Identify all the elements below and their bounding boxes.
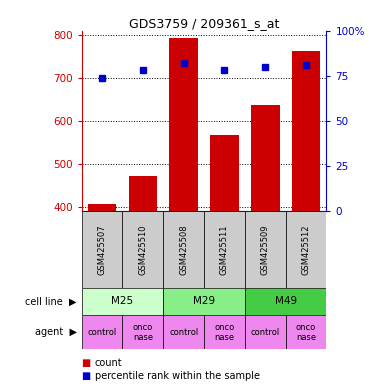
Bar	[292, 51, 321, 211]
Bar	[122, 211, 163, 288]
Bar	[88, 204, 116, 211]
Bar	[82, 288, 163, 315]
Text: onco
nase: onco nase	[214, 323, 234, 341]
Text: GSM425508: GSM425508	[179, 224, 188, 275]
Text: cell line  ▶: cell line ▶	[25, 296, 77, 306]
Text: M29: M29	[193, 296, 215, 306]
Bar	[163, 315, 204, 349]
Bar	[82, 315, 122, 349]
Text: control: control	[88, 328, 116, 337]
Bar	[210, 135, 239, 211]
Bar	[163, 211, 204, 288]
Bar	[169, 38, 198, 211]
Bar	[245, 288, 326, 315]
Text: control: control	[251, 328, 280, 337]
Bar	[245, 211, 286, 288]
Text: M49: M49	[275, 296, 297, 306]
Bar	[204, 315, 245, 349]
Bar	[204, 211, 245, 288]
Text: GSM425510: GSM425510	[138, 224, 147, 275]
Bar	[129, 176, 157, 211]
Bar	[286, 211, 326, 288]
Text: percentile rank within the sample: percentile rank within the sample	[95, 371, 260, 381]
Text: M25: M25	[111, 296, 134, 306]
Bar	[251, 104, 280, 211]
Text: agent  ▶: agent ▶	[35, 327, 77, 337]
Bar	[163, 288, 245, 315]
Text: GSM425509: GSM425509	[261, 224, 270, 275]
Text: count: count	[95, 358, 122, 368]
Bar	[245, 315, 286, 349]
Bar	[122, 315, 163, 349]
Text: control: control	[169, 328, 198, 337]
Text: ■: ■	[82, 371, 91, 381]
Text: ■: ■	[82, 358, 91, 368]
Bar	[286, 315, 326, 349]
Text: GSM425511: GSM425511	[220, 224, 229, 275]
Text: GSM425512: GSM425512	[302, 224, 311, 275]
Text: GSM425507: GSM425507	[98, 224, 106, 275]
Title: GDS3759 / 209361_s_at: GDS3759 / 209361_s_at	[129, 17, 279, 30]
Bar	[82, 211, 122, 288]
Text: onco
nase: onco nase	[296, 323, 316, 341]
Text: onco
nase: onco nase	[133, 323, 153, 341]
